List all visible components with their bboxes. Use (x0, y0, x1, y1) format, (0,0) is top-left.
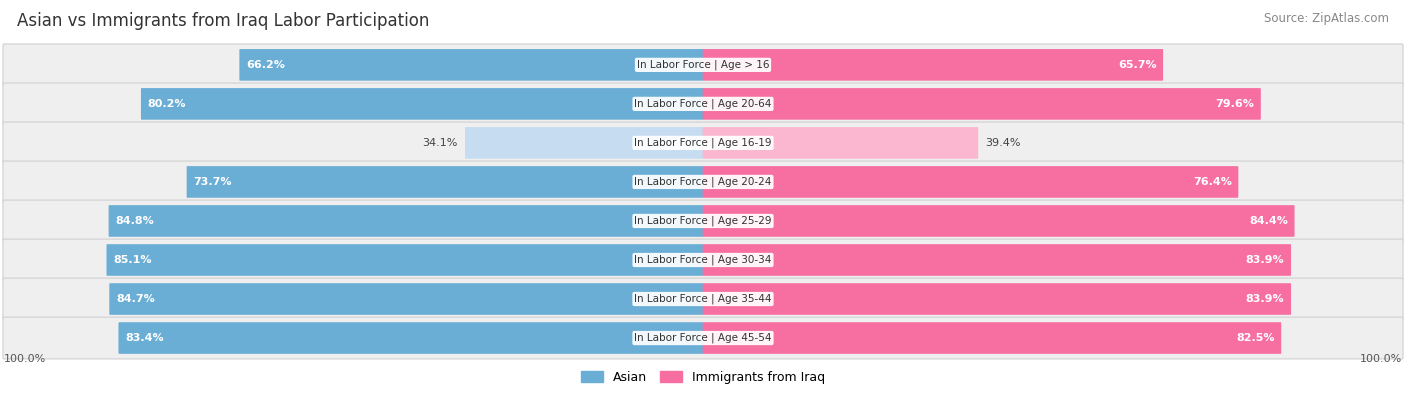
Text: 76.4%: 76.4% (1192, 177, 1232, 187)
Text: In Labor Force | Age 30-34: In Labor Force | Age 30-34 (634, 255, 772, 265)
FancyBboxPatch shape (110, 283, 703, 315)
Text: 84.7%: 84.7% (115, 294, 155, 304)
FancyBboxPatch shape (118, 322, 703, 354)
Text: 39.4%: 39.4% (986, 138, 1021, 148)
FancyBboxPatch shape (703, 205, 1295, 237)
Text: 83.4%: 83.4% (125, 333, 163, 343)
FancyBboxPatch shape (3, 44, 1403, 86)
Text: In Labor Force | Age 20-24: In Labor Force | Age 20-24 (634, 177, 772, 187)
FancyBboxPatch shape (107, 244, 703, 276)
Text: 85.1%: 85.1% (114, 255, 152, 265)
Text: In Labor Force | Age 25-29: In Labor Force | Age 25-29 (634, 216, 772, 226)
Text: 65.7%: 65.7% (1118, 60, 1156, 70)
FancyBboxPatch shape (3, 239, 1403, 281)
FancyBboxPatch shape (703, 283, 1291, 315)
Text: Asian vs Immigrants from Iraq Labor Participation: Asian vs Immigrants from Iraq Labor Part… (17, 12, 429, 30)
FancyBboxPatch shape (3, 122, 1403, 164)
Text: 79.6%: 79.6% (1215, 99, 1254, 109)
Text: 82.5%: 82.5% (1236, 333, 1275, 343)
FancyBboxPatch shape (703, 244, 1291, 276)
FancyBboxPatch shape (108, 205, 703, 237)
FancyBboxPatch shape (187, 166, 703, 198)
Text: In Labor Force | Age 16-19: In Labor Force | Age 16-19 (634, 138, 772, 148)
FancyBboxPatch shape (703, 166, 1239, 198)
FancyBboxPatch shape (3, 83, 1403, 125)
FancyBboxPatch shape (3, 317, 1403, 359)
Text: 83.9%: 83.9% (1246, 294, 1285, 304)
Text: 83.9%: 83.9% (1246, 255, 1285, 265)
Text: 80.2%: 80.2% (148, 99, 186, 109)
FancyBboxPatch shape (703, 127, 979, 159)
FancyBboxPatch shape (465, 127, 703, 159)
Text: In Labor Force | Age > 16: In Labor Force | Age > 16 (637, 60, 769, 70)
Text: In Labor Force | Age 35-44: In Labor Force | Age 35-44 (634, 294, 772, 304)
Text: 84.4%: 84.4% (1249, 216, 1288, 226)
Text: 84.8%: 84.8% (115, 216, 155, 226)
FancyBboxPatch shape (3, 200, 1403, 242)
Legend: Asian, Immigrants from Iraq: Asian, Immigrants from Iraq (575, 366, 831, 389)
Text: Source: ZipAtlas.com: Source: ZipAtlas.com (1264, 12, 1389, 25)
FancyBboxPatch shape (141, 88, 703, 120)
Text: In Labor Force | Age 45-54: In Labor Force | Age 45-54 (634, 333, 772, 343)
FancyBboxPatch shape (703, 49, 1163, 81)
FancyBboxPatch shape (3, 161, 1403, 203)
Text: 73.7%: 73.7% (194, 177, 232, 187)
FancyBboxPatch shape (3, 278, 1403, 320)
FancyBboxPatch shape (703, 322, 1281, 354)
Text: 66.2%: 66.2% (246, 60, 285, 70)
Text: 34.1%: 34.1% (422, 138, 458, 148)
Text: 100.0%: 100.0% (1360, 354, 1403, 365)
FancyBboxPatch shape (703, 88, 1261, 120)
Text: In Labor Force | Age 20-64: In Labor Force | Age 20-64 (634, 99, 772, 109)
Text: 100.0%: 100.0% (3, 354, 46, 365)
FancyBboxPatch shape (239, 49, 703, 81)
